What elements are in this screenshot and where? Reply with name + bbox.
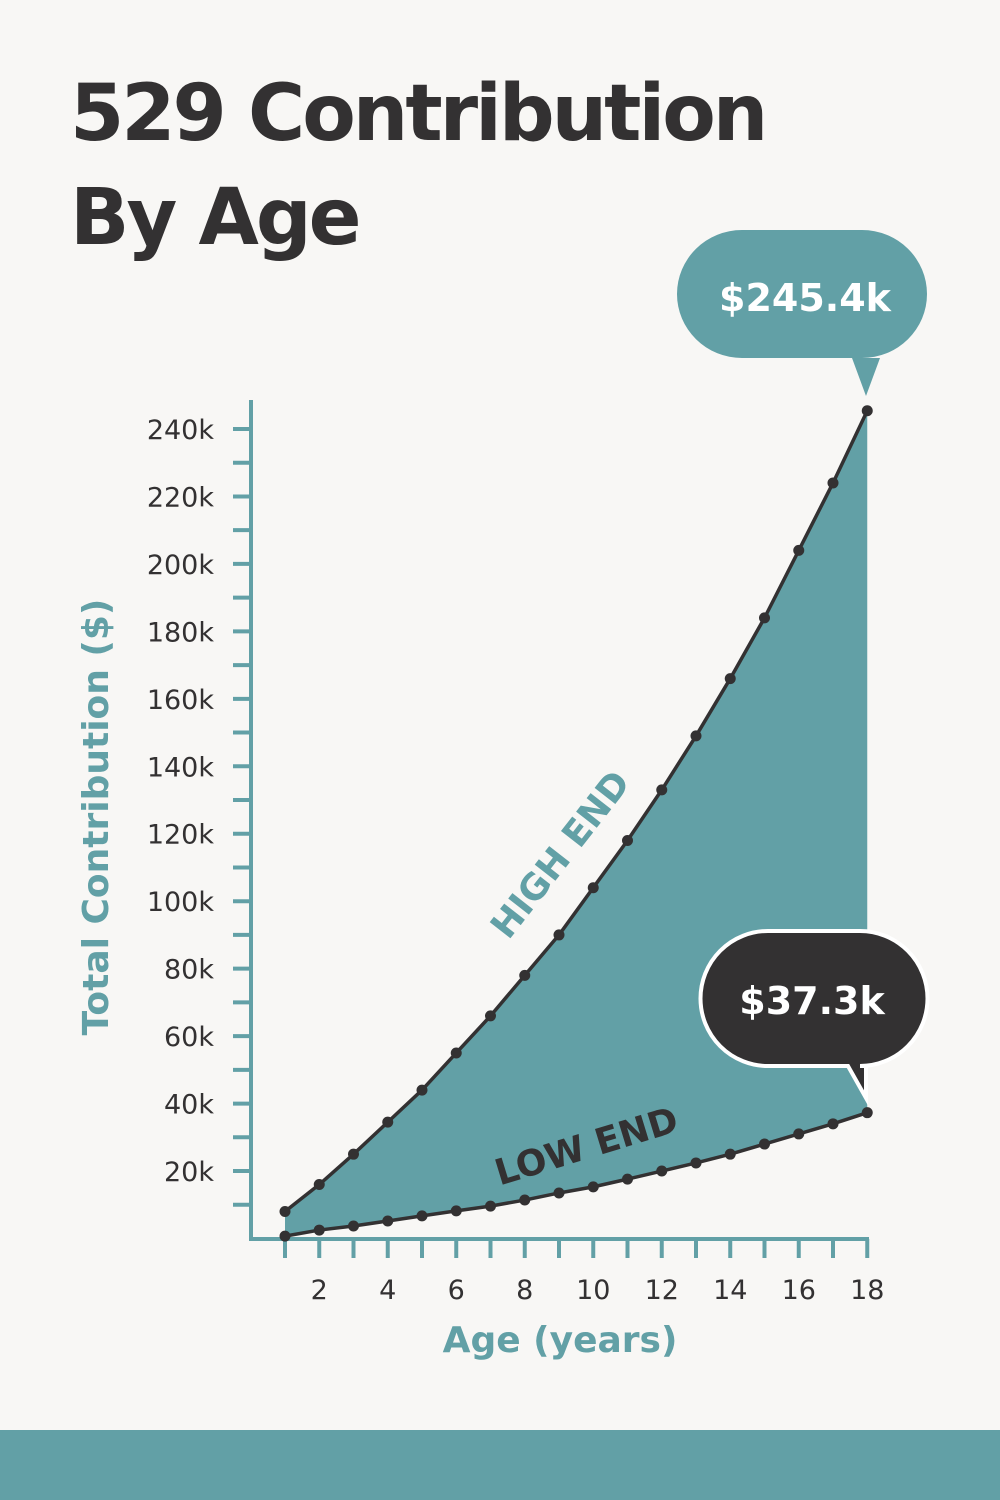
title-line-1: 529 Contribution xyxy=(70,69,768,159)
data-point xyxy=(861,1107,873,1119)
data-point xyxy=(416,1210,428,1222)
data-point xyxy=(450,1205,462,1217)
y-axis-title: Total Contribution ($) xyxy=(76,599,117,1036)
data-point xyxy=(759,612,770,624)
data-point xyxy=(382,1215,394,1227)
x-tick-label: 14 xyxy=(713,1275,747,1306)
x-axis-title: Age (years) xyxy=(443,1320,678,1361)
data-point xyxy=(587,882,599,894)
low-end-line xyxy=(284,1111,868,1238)
callout-low-value: $37.3k xyxy=(739,979,885,1023)
callout-high-value: $245.4k xyxy=(719,276,892,320)
data-point xyxy=(348,1148,359,1160)
axes xyxy=(233,400,870,1258)
footer-bar xyxy=(0,1430,1000,1500)
data-point xyxy=(313,1179,325,1191)
data-point xyxy=(279,1206,291,1218)
y-tick-label: 180k xyxy=(147,617,215,648)
y-tick-label: 140k xyxy=(147,752,215,783)
data-point xyxy=(861,405,873,417)
page-title: 529 Contribution By Age xyxy=(70,62,768,270)
data-point xyxy=(587,1181,599,1193)
callout-high-end: $245.4k xyxy=(677,230,927,396)
data-point xyxy=(450,1047,462,1059)
data-point xyxy=(793,544,805,556)
data-point xyxy=(827,1118,839,1130)
title-line-2: By Age xyxy=(70,173,362,263)
y-tick-label: 20k xyxy=(164,1157,214,1188)
data-point xyxy=(827,477,839,489)
x-tick-label: 10 xyxy=(576,1275,610,1306)
data-point xyxy=(724,1148,736,1160)
callout-low-end: $37.3k xyxy=(698,929,930,1106)
data-point xyxy=(622,834,633,846)
data-point xyxy=(656,1165,668,1177)
data-point xyxy=(759,1138,770,1150)
series-lines xyxy=(279,405,873,1242)
speech-bubble-teal xyxy=(677,230,927,396)
x-tick-label: 6 xyxy=(448,1275,465,1306)
x-tick-label: 8 xyxy=(516,1275,533,1306)
data-point xyxy=(690,730,702,742)
y-tick-label: 120k xyxy=(147,820,215,851)
data-point xyxy=(690,1157,702,1169)
x-tick-label: 2 xyxy=(311,1275,328,1306)
axis-labels: 20k 40k 60k 80k 100k 120k 140k 160k 180k 200k 220k… xyxy=(147,415,885,1306)
data-point xyxy=(485,1010,496,1022)
data-point xyxy=(519,969,531,981)
data-point xyxy=(553,1187,565,1199)
y-tick-label: 60k xyxy=(164,1022,214,1053)
y-tick-label: 240k xyxy=(147,415,215,446)
contribution-chart: 20k 40k 60k 80k 100k 120k 140k 160k 180k 200k 220k… xyxy=(76,230,930,1361)
data-point xyxy=(279,1230,291,1242)
y-tick-label: 160k xyxy=(147,685,215,716)
data-point xyxy=(348,1220,359,1232)
data-point xyxy=(519,1194,531,1206)
data-point xyxy=(416,1084,428,1096)
data-point xyxy=(656,784,668,796)
data-point xyxy=(724,673,736,685)
y-tick-label: 100k xyxy=(147,887,215,918)
x-tick-label: 16 xyxy=(782,1275,816,1306)
data-point xyxy=(485,1200,496,1212)
x-tick-label: 18 xyxy=(850,1275,884,1306)
data-point xyxy=(793,1128,805,1140)
data-point xyxy=(553,929,565,941)
y-tick-label: 40k xyxy=(164,1090,214,1121)
x-tick-label: 4 xyxy=(379,1275,396,1306)
y-tick-label: 200k xyxy=(147,550,215,581)
data-point xyxy=(313,1224,325,1236)
x-tick-label: 12 xyxy=(645,1275,679,1306)
data-point xyxy=(622,1173,633,1185)
y-tick-label: 220k xyxy=(147,482,215,513)
speech-bubble-dark xyxy=(698,929,930,1106)
data-point xyxy=(382,1116,394,1128)
high-end-line xyxy=(283,410,869,1213)
y-tick-label: 80k xyxy=(164,955,214,986)
